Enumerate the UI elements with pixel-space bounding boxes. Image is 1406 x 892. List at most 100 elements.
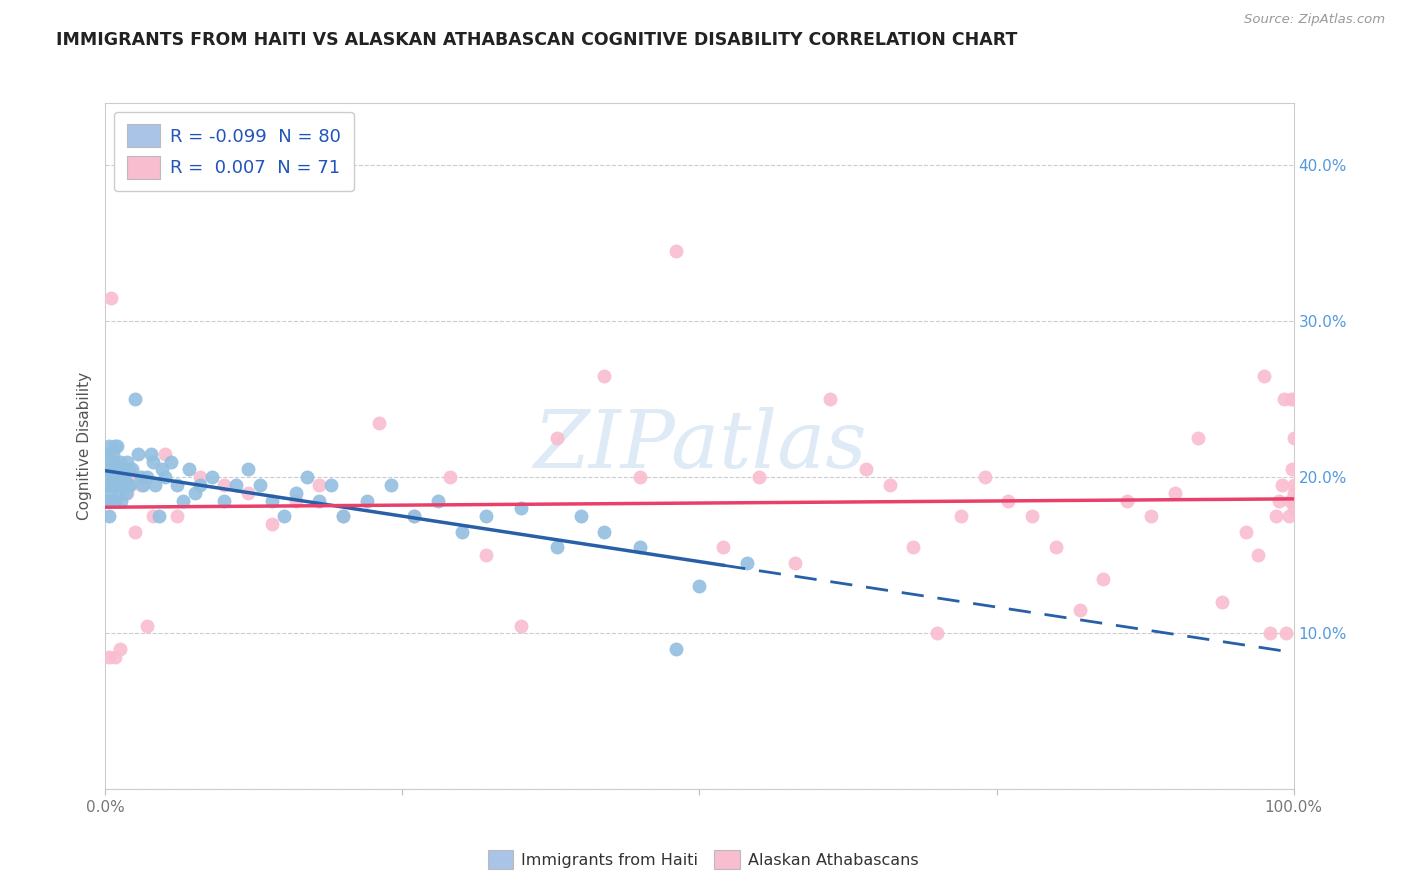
- Point: [783, 556, 806, 570]
- Point: [308, 478, 330, 492]
- Text: IMMIGRANTS FROM HAITI VS ALASKAN ATHABASCAN COGNITIVE DISABILITY CORRELATION CHA: IMMIGRANTS FROM HAITI VS ALASKAN ATHABAS…: [56, 31, 1018, 49]
- Point: [367, 416, 389, 430]
- Point: [97, 447, 120, 461]
- Point: [153, 447, 176, 461]
- Point: [404, 509, 426, 524]
- Point: [108, 642, 131, 657]
- Point: [214, 478, 236, 492]
- Point: [1279, 392, 1302, 407]
- Point: [1282, 493, 1305, 508]
- Point: [100, 478, 122, 492]
- Point: [1275, 626, 1298, 640]
- Point: [628, 541, 651, 555]
- Point: [1278, 509, 1301, 524]
- Point: [1278, 493, 1301, 508]
- Point: [665, 244, 688, 258]
- Point: [124, 392, 146, 407]
- Point: [1211, 595, 1233, 609]
- Point: [380, 478, 402, 492]
- Point: [114, 485, 136, 500]
- Point: [593, 368, 616, 383]
- Point: [925, 626, 948, 640]
- Point: [249, 478, 271, 492]
- Point: [474, 509, 496, 524]
- Point: [117, 478, 139, 492]
- Point: [1247, 548, 1270, 563]
- Point: [172, 493, 194, 508]
- Point: [114, 470, 136, 484]
- Point: [818, 392, 841, 407]
- Point: [260, 517, 283, 532]
- Point: [510, 618, 533, 632]
- Point: [450, 524, 472, 539]
- Point: [190, 470, 212, 484]
- Point: [166, 509, 188, 524]
- Point: [105, 439, 128, 453]
- Point: [332, 509, 354, 524]
- Point: [118, 462, 141, 476]
- Point: [439, 470, 461, 484]
- Point: [111, 470, 134, 484]
- Point: [735, 556, 758, 570]
- Point: [474, 548, 496, 563]
- Point: [112, 470, 135, 484]
- Point: [118, 470, 141, 484]
- Point: [103, 455, 125, 469]
- Point: [297, 470, 319, 484]
- Point: [153, 470, 176, 484]
- Point: [110, 493, 132, 508]
- Point: [1282, 485, 1305, 500]
- Point: [201, 470, 224, 484]
- Point: [108, 478, 131, 492]
- Point: [356, 493, 378, 508]
- Point: [510, 501, 533, 516]
- Text: Source: ZipAtlas.com: Source: ZipAtlas.com: [1244, 13, 1385, 26]
- Point: [107, 470, 129, 484]
- Point: [236, 462, 259, 476]
- Point: [96, 478, 118, 492]
- Point: [148, 509, 170, 524]
- Point: [284, 485, 307, 500]
- Point: [404, 509, 426, 524]
- Point: [1282, 501, 1305, 516]
- Point: [1282, 392, 1305, 407]
- Point: [997, 493, 1019, 508]
- Point: [711, 541, 734, 555]
- Point: [127, 447, 149, 461]
- Point: [101, 447, 124, 461]
- Point: [308, 493, 330, 508]
- Point: [142, 455, 165, 469]
- Point: [129, 470, 152, 484]
- Point: [748, 470, 770, 484]
- Point: [236, 485, 259, 500]
- Point: [1272, 392, 1295, 407]
- Point: [166, 478, 188, 492]
- Point: [159, 455, 181, 469]
- Point: [427, 493, 450, 508]
- Point: [121, 462, 143, 476]
- Point: [1282, 431, 1305, 445]
- Point: [103, 478, 125, 492]
- Point: [1092, 572, 1115, 586]
- Point: [107, 485, 129, 500]
- Point: [183, 485, 205, 500]
- Point: [111, 462, 134, 476]
- Point: [1187, 431, 1209, 445]
- Point: [105, 478, 128, 492]
- Point: [104, 470, 127, 484]
- Point: [569, 509, 592, 524]
- Point: [115, 455, 138, 469]
- Point: [120, 478, 142, 492]
- Point: [100, 455, 122, 469]
- Point: [1116, 493, 1139, 508]
- Point: [332, 509, 354, 524]
- Point: [115, 485, 138, 500]
- Point: [1281, 462, 1303, 476]
- Point: [104, 439, 127, 453]
- Point: [903, 541, 925, 555]
- Point: [879, 478, 901, 492]
- Legend: Immigrants from Haiti, Alaskan Athabascans: Immigrants from Haiti, Alaskan Athabasca…: [481, 844, 925, 875]
- Y-axis label: Cognitive Disability: Cognitive Disability: [77, 372, 93, 520]
- Point: [190, 478, 212, 492]
- Point: [855, 462, 877, 476]
